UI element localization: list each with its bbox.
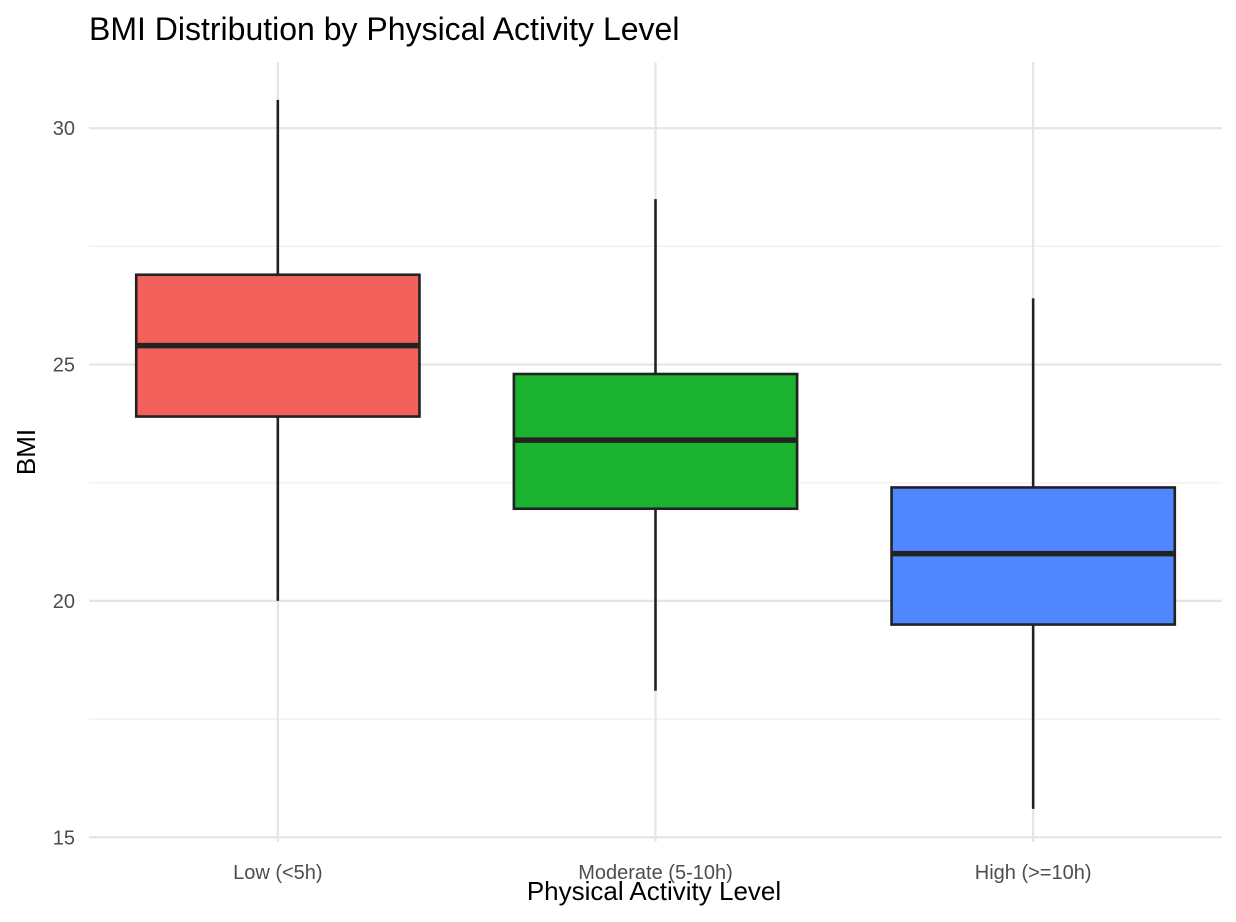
- chart-title: BMI Distribution by Physical Activity Le…: [89, 11, 679, 47]
- y-axis-title: BMI: [11, 429, 41, 475]
- x-tick-label: High (>=10h): [975, 862, 1092, 884]
- x-axis-title: Physical Activity Level: [527, 876, 781, 906]
- tick-layer: 15 20 25 30 Low (<5h) Moderate (5-10h) High (>…: [53, 118, 1092, 884]
- box-layer: [134, 99, 1177, 809]
- y-tick-label: 20: [53, 591, 75, 613]
- box-group: [134, 99, 421, 601]
- y-tick-label: 15: [53, 827, 75, 849]
- box-group: [890, 298, 1177, 809]
- x-tick-label: Moderate (5-10h): [578, 862, 733, 884]
- box-group: [512, 199, 799, 691]
- y-tick-label: 25: [53, 355, 75, 377]
- y-tick-label: 30: [53, 118, 75, 140]
- x-tick-label: Low (<5h): [233, 862, 323, 884]
